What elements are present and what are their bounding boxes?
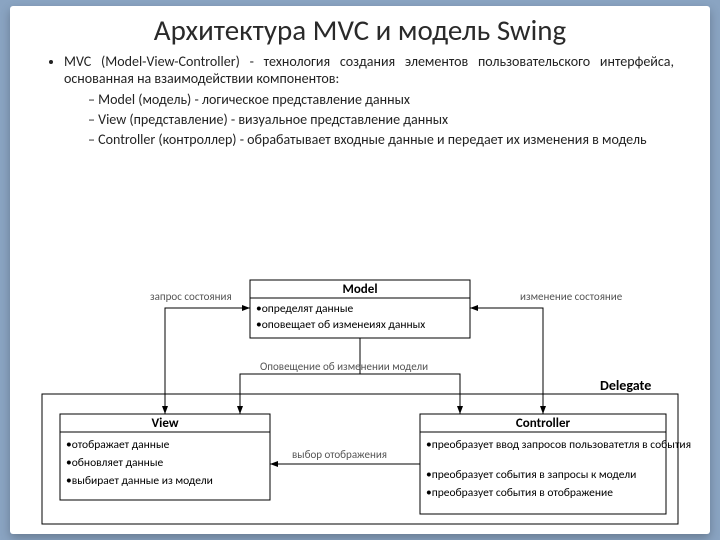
model-title: Model [342,282,377,297]
delegate-label: Delegate [600,377,651,394]
model-node: Model •определят данные •оповещает об из… [250,280,470,338]
page-title: Архитектура MVC и модель Swing [50,14,670,47]
edge-label-4: выбор отображения [292,448,387,461]
bullet-main: MVC (Model-View-Controller) - технология… [64,53,674,148]
edge-label-2: изменение состояние [520,290,623,303]
mvc-diagram: Delegate Model •определят данные •оповещ… [20,274,700,534]
controller-line2: •преобразует события в запросы к модели [426,468,636,482]
bullet-sub1: Model (модель) - логическое представлени… [88,91,674,108]
model-line2: •оповещает об изменеиях данных [256,318,425,332]
view-title: View [151,416,178,431]
view-line2: •обновляет данные [66,456,163,470]
controller-node: Controller •преобразует ввод запросов по… [420,414,691,514]
model-line1: •определят данные [256,302,353,316]
view-line1: •отображает данные [66,438,170,452]
bullet-main-text: MVC (Model-View-Controller) - технология… [64,53,674,87]
controller-title: Controller [516,416,571,431]
view-node: View •отображает данные •обновляет данны… [60,414,270,500]
edge-label-1: запрос состояния [150,290,232,303]
bullet-sub3: Controller (контроллер) - обрабатывает в… [88,131,674,148]
controller-line1a: •преобразует ввод запросов пользоватетля… [426,438,691,452]
bullet-sub2: View (представление) - визуальное предст… [88,111,674,128]
slide: Архитектура MVC и модель Swing MVC (Mode… [10,6,710,534]
controller-line3: •преобразует события в отображение [426,486,613,500]
edge-label-3: Оповещение об изменении модели [260,360,428,373]
bullet-sublist: Model (модель) - логическое представлени… [64,91,674,148]
view-line3: •выбирает данные из модели [66,474,213,488]
bullet-list: MVC (Model-View-Controller) - технология… [46,53,674,148]
